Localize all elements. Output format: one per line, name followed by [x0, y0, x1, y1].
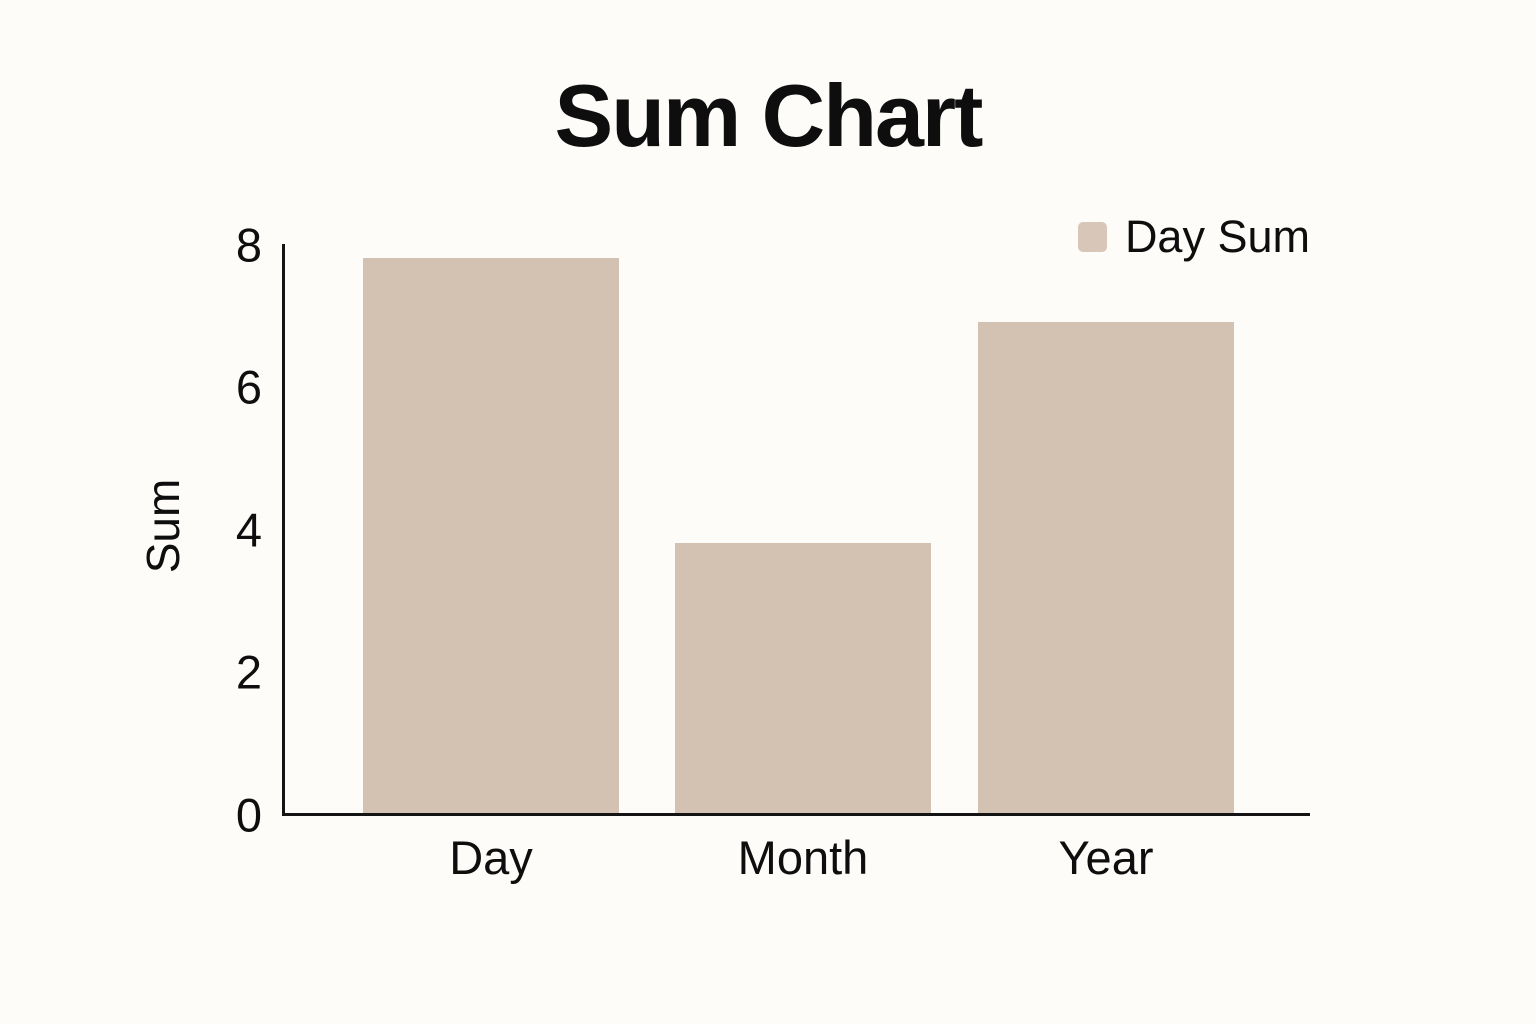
- legend: Day Sum: [1077, 211, 1310, 262]
- x-tick-label-year: Year: [1058, 831, 1154, 884]
- y-tick-label-2: 2: [235, 645, 262, 699]
- y-tick-label-8: 8: [235, 218, 262, 271]
- y-tick-label-0: 0: [235, 788, 262, 842]
- x-tick-label-month: Month: [737, 831, 869, 884]
- y-tick-label-6: 6: [235, 360, 262, 414]
- bar-day: [363, 258, 619, 813]
- y-axis-title: Sum: [137, 478, 189, 574]
- bar-year: [978, 322, 1234, 813]
- x-tick-label-day: Day: [449, 831, 533, 884]
- legend-swatch-icon: [1077, 221, 1107, 252]
- plot-area: [282, 244, 1310, 816]
- chart-title: Sum Chart: [554, 66, 984, 165]
- bar-month: [675, 543, 931, 813]
- legend-series-label: Day Sum: [1124, 211, 1310, 262]
